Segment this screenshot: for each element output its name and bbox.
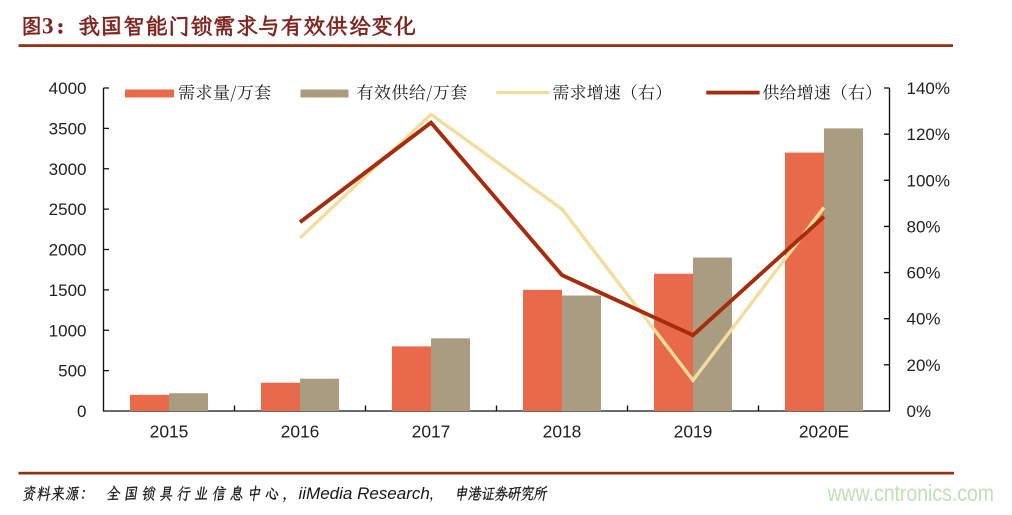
svg-text:80%: 80% — [907, 217, 941, 236]
svg-text:0: 0 — [77, 402, 86, 421]
svg-text:2016: 2016 — [281, 422, 320, 442]
svg-text:3000: 3000 — [49, 160, 87, 179]
svg-text:2018: 2018 — [543, 422, 582, 442]
svg-text:3: 3 — [42, 14, 54, 39]
svg-text:60%: 60% — [907, 264, 941, 283]
svg-text:2500: 2500 — [49, 200, 87, 219]
svg-text:20%: 20% — [907, 356, 941, 375]
svg-text:1000: 1000 — [49, 321, 87, 340]
svg-text:0%: 0% — [907, 402, 932, 421]
svg-text:www.cntronics.com: www.cntronics.com — [827, 480, 994, 506]
svg-text:2020E: 2020E — [799, 422, 849, 442]
svg-text:120%: 120% — [907, 125, 950, 144]
svg-text:500: 500 — [58, 362, 86, 381]
svg-text:40%: 40% — [907, 310, 941, 329]
svg-text:2015: 2015 — [150, 422, 189, 442]
svg-text:2000: 2000 — [49, 241, 87, 260]
svg-text:2017: 2017 — [412, 422, 451, 442]
svg-text:1500: 1500 — [49, 281, 87, 300]
svg-text:140%: 140% — [907, 79, 950, 98]
svg-text:iiMedia Research: iiMedia Research — [299, 484, 430, 503]
svg-text:4000: 4000 — [49, 79, 87, 98]
svg-text:2019: 2019 — [674, 422, 713, 442]
svg-text:3500: 3500 — [49, 119, 87, 138]
svg-text:100%: 100% — [907, 171, 950, 190]
